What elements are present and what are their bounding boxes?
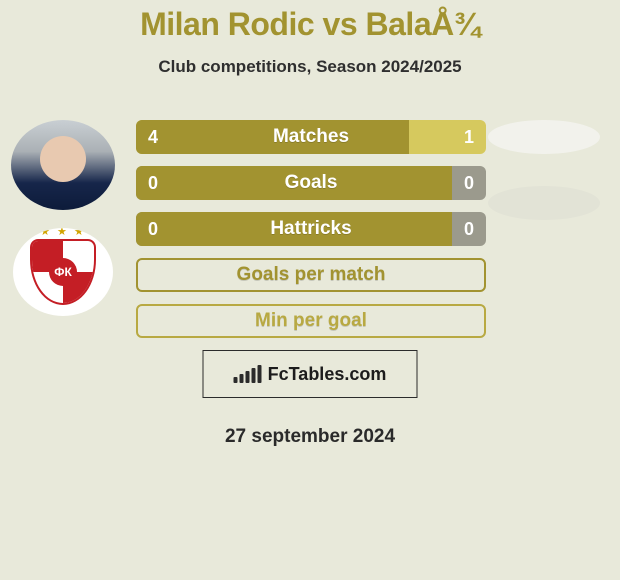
avatar-column: ★ ★ ★ ФК — [8, 120, 118, 316]
right-ovals — [488, 120, 600, 220]
club-initials: ФК — [49, 258, 77, 286]
stat-left-value: 4 — [136, 120, 409, 154]
subtitle: Club competitions, Season 2024/2025 — [0, 57, 620, 77]
stat-left-value: 0 — [136, 212, 452, 246]
player-oval — [488, 186, 600, 220]
page-title: Milan Rodic vs BalaÅ¾ — [0, 6, 620, 43]
stat-bars: 41Matches 00Goals 00Hattricks Goals per mat… — [136, 120, 486, 338]
comparison-card: Milan Rodic vs BalaÅ¾ Club competitions,… — [0, 0, 620, 580]
stat-bar: 00Goals — [136, 166, 486, 200]
player-oval — [488, 120, 600, 154]
stat-right-value: 0 — [452, 212, 486, 246]
branding-chart-icon — [234, 365, 262, 383]
stat-label: Min per goal — [138, 306, 484, 336]
club-shield: ФК — [30, 239, 96, 305]
stat-left-value: 0 — [136, 166, 452, 200]
stat-label: Goals per match — [138, 260, 484, 290]
stat-right-value: 0 — [452, 166, 486, 200]
stat-bar: 41Matches — [136, 120, 486, 154]
branding-box: FcTables.com — [203, 350, 418, 398]
stat-pill: Min per goal — [136, 304, 486, 338]
footer-date: 27 september 2024 — [0, 426, 620, 448]
club-stars: ★ ★ ★ — [30, 228, 96, 238]
player-avatar — [11, 120, 115, 210]
stat-pill: Goals per match — [136, 258, 486, 292]
club-badge: ★ ★ ★ ФК — [13, 228, 113, 316]
branding-text: FcTables.com — [268, 364, 387, 385]
stat-bar: 00Hattricks — [136, 212, 486, 246]
stat-right-value: 1 — [409, 120, 486, 154]
